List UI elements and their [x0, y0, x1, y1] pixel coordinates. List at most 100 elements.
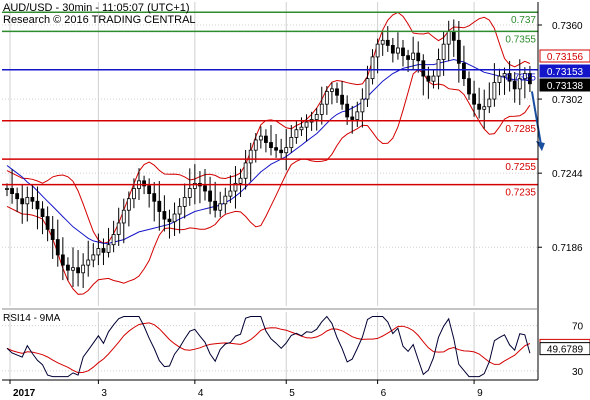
candle-body: [502, 73, 507, 77]
candle-body: [345, 103, 350, 118]
candle-body: [477, 103, 482, 110]
candle-body: [472, 93, 476, 105]
candle-body: [25, 197, 30, 205]
price-box-label: 0.73153: [547, 67, 584, 78]
candle-body: [416, 52, 421, 62]
candle-body: [157, 200, 162, 212]
chart-copyright: Research © 2016 TRADING CENTRAL: [3, 14, 196, 26]
candle-body: [203, 185, 207, 192]
candle-body: [76, 267, 80, 274]
candle-body: [380, 39, 385, 45]
candle-body: [55, 239, 60, 256]
candle-body: [167, 218, 172, 223]
candle-body: [132, 188, 136, 200]
forecast-arrow-shaft: [530, 91, 542, 145]
candle-body: [330, 88, 334, 92]
level-label: 0.7285: [505, 124, 536, 135]
candle-body: [385, 39, 390, 46]
price-box: [539, 49, 590, 63]
candle-body: [421, 60, 426, 77]
candle-body: [426, 75, 431, 82]
candle-body: [50, 228, 55, 240]
candle-body: [274, 147, 278, 151]
level-label: 0.7255: [505, 162, 536, 173]
moving-average-line: [6, 58, 531, 244]
candle-body: [142, 180, 146, 187]
candle-body: [456, 39, 461, 64]
candle-body: [238, 177, 243, 184]
candle-body: [431, 75, 436, 82]
candle-body: [487, 98, 492, 108]
rsi-y-tick-label: 70: [572, 322, 584, 333]
candle-body: [264, 135, 268, 143]
candle-body: [451, 30, 456, 41]
candle-body: [208, 190, 212, 202]
y-tick-label: 0.7186: [552, 243, 583, 254]
candle-body: [15, 193, 20, 200]
candle-body: [522, 73, 527, 80]
rsi-value-box: [539, 342, 590, 356]
candle-body: [126, 198, 131, 211]
price-box: [539, 64, 590, 78]
level-label: 0.7325: [505, 73, 536, 84]
candle-body: [396, 47, 400, 54]
candle-body: [20, 198, 25, 205]
price-panel-grid: [2, 2, 538, 306]
bollinger-lower-band: [6, 68, 531, 295]
candle-body: [269, 142, 273, 149]
level-label: 0.7355: [505, 34, 536, 45]
price-box: [539, 78, 590, 92]
candle-body: [213, 200, 218, 211]
candle-body: [360, 98, 365, 113]
candle-body: [106, 244, 111, 253]
rsi-line: [6, 315, 531, 378]
candle-body: [335, 88, 339, 96]
candle-body: [340, 94, 344, 105]
candle-body: [289, 136, 294, 149]
candle-body: [116, 222, 121, 235]
candle-body: [497, 75, 502, 83]
candle-body: [101, 248, 106, 253]
candle-body: [512, 80, 517, 90]
candle-body: [253, 139, 258, 151]
candle-body: [86, 259, 91, 266]
candle-body: [390, 45, 395, 54]
candle-body: [365, 78, 370, 100]
price-box-label: 0.73138: [547, 81, 584, 92]
candle-body: [462, 62, 466, 80]
candle-body: [111, 234, 116, 246]
rsi-value-label: 49.6789: [547, 345, 584, 356]
candle-body: [152, 193, 157, 202]
candle-body: [162, 211, 167, 220]
y-tick-label: 0.7244: [552, 169, 583, 180]
candle-body: [223, 195, 228, 205]
candle-body: [30, 197, 35, 202]
candle-body: [406, 55, 410, 60]
x-tick-label: 3: [101, 388, 107, 399]
candle-body: [319, 103, 324, 115]
candle-body: [299, 126, 304, 131]
candle-body: [147, 185, 152, 194]
candle-body: [121, 209, 126, 224]
candle-body: [10, 188, 14, 194]
candle-body: [228, 190, 233, 197]
candle-body: [350, 116, 355, 120]
candle-body: [71, 267, 75, 271]
candle-body: [187, 188, 192, 198]
candle-body: [243, 162, 248, 179]
candle-body: [314, 114, 319, 120]
candle-body: [66, 264, 70, 271]
candle-body: [492, 82, 497, 100]
level-label: 0.7235: [505, 188, 536, 199]
candle-body: [375, 43, 380, 58]
candle-body: [91, 254, 96, 261]
x-tick-label: 6: [381, 388, 387, 399]
candle-body: [279, 149, 284, 154]
candle-body: [294, 129, 299, 138]
candle-body: [324, 91, 329, 105]
candle-body: [182, 197, 187, 207]
candle-body: [96, 248, 101, 256]
x-tick-label: 4: [198, 388, 204, 399]
